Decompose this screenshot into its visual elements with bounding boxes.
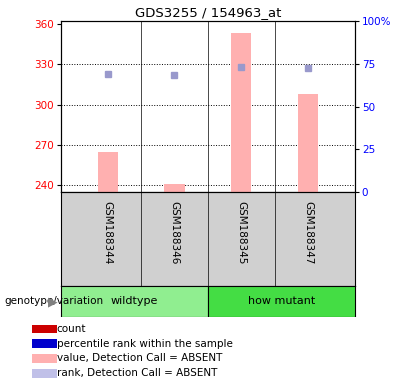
Bar — [231, 33, 251, 192]
Bar — [32, 354, 57, 363]
Bar — [165, 184, 184, 192]
Bar — [98, 152, 118, 192]
Bar — [32, 324, 57, 333]
Text: count: count — [57, 324, 86, 334]
Text: GSM188345: GSM188345 — [236, 202, 246, 265]
Text: wildtype: wildtype — [111, 296, 158, 306]
Text: GSM188344: GSM188344 — [102, 202, 113, 265]
Bar — [208, 286, 355, 317]
Text: value, Detection Call = ABSENT: value, Detection Call = ABSENT — [57, 353, 222, 364]
Text: rank, Detection Call = ABSENT: rank, Detection Call = ABSENT — [57, 368, 217, 378]
Bar — [32, 369, 57, 377]
Bar — [61, 286, 208, 317]
Bar — [32, 339, 57, 348]
Text: genotype/variation: genotype/variation — [4, 296, 103, 306]
Text: GSM188347: GSM188347 — [303, 202, 313, 265]
Text: GSM188346: GSM188346 — [170, 202, 179, 265]
Text: ▶: ▶ — [48, 295, 57, 308]
Text: percentile rank within the sample: percentile rank within the sample — [57, 339, 233, 349]
Title: GDS3255 / 154963_at: GDS3255 / 154963_at — [135, 5, 281, 18]
Text: how mutant: how mutant — [248, 296, 315, 306]
Bar — [298, 94, 318, 192]
